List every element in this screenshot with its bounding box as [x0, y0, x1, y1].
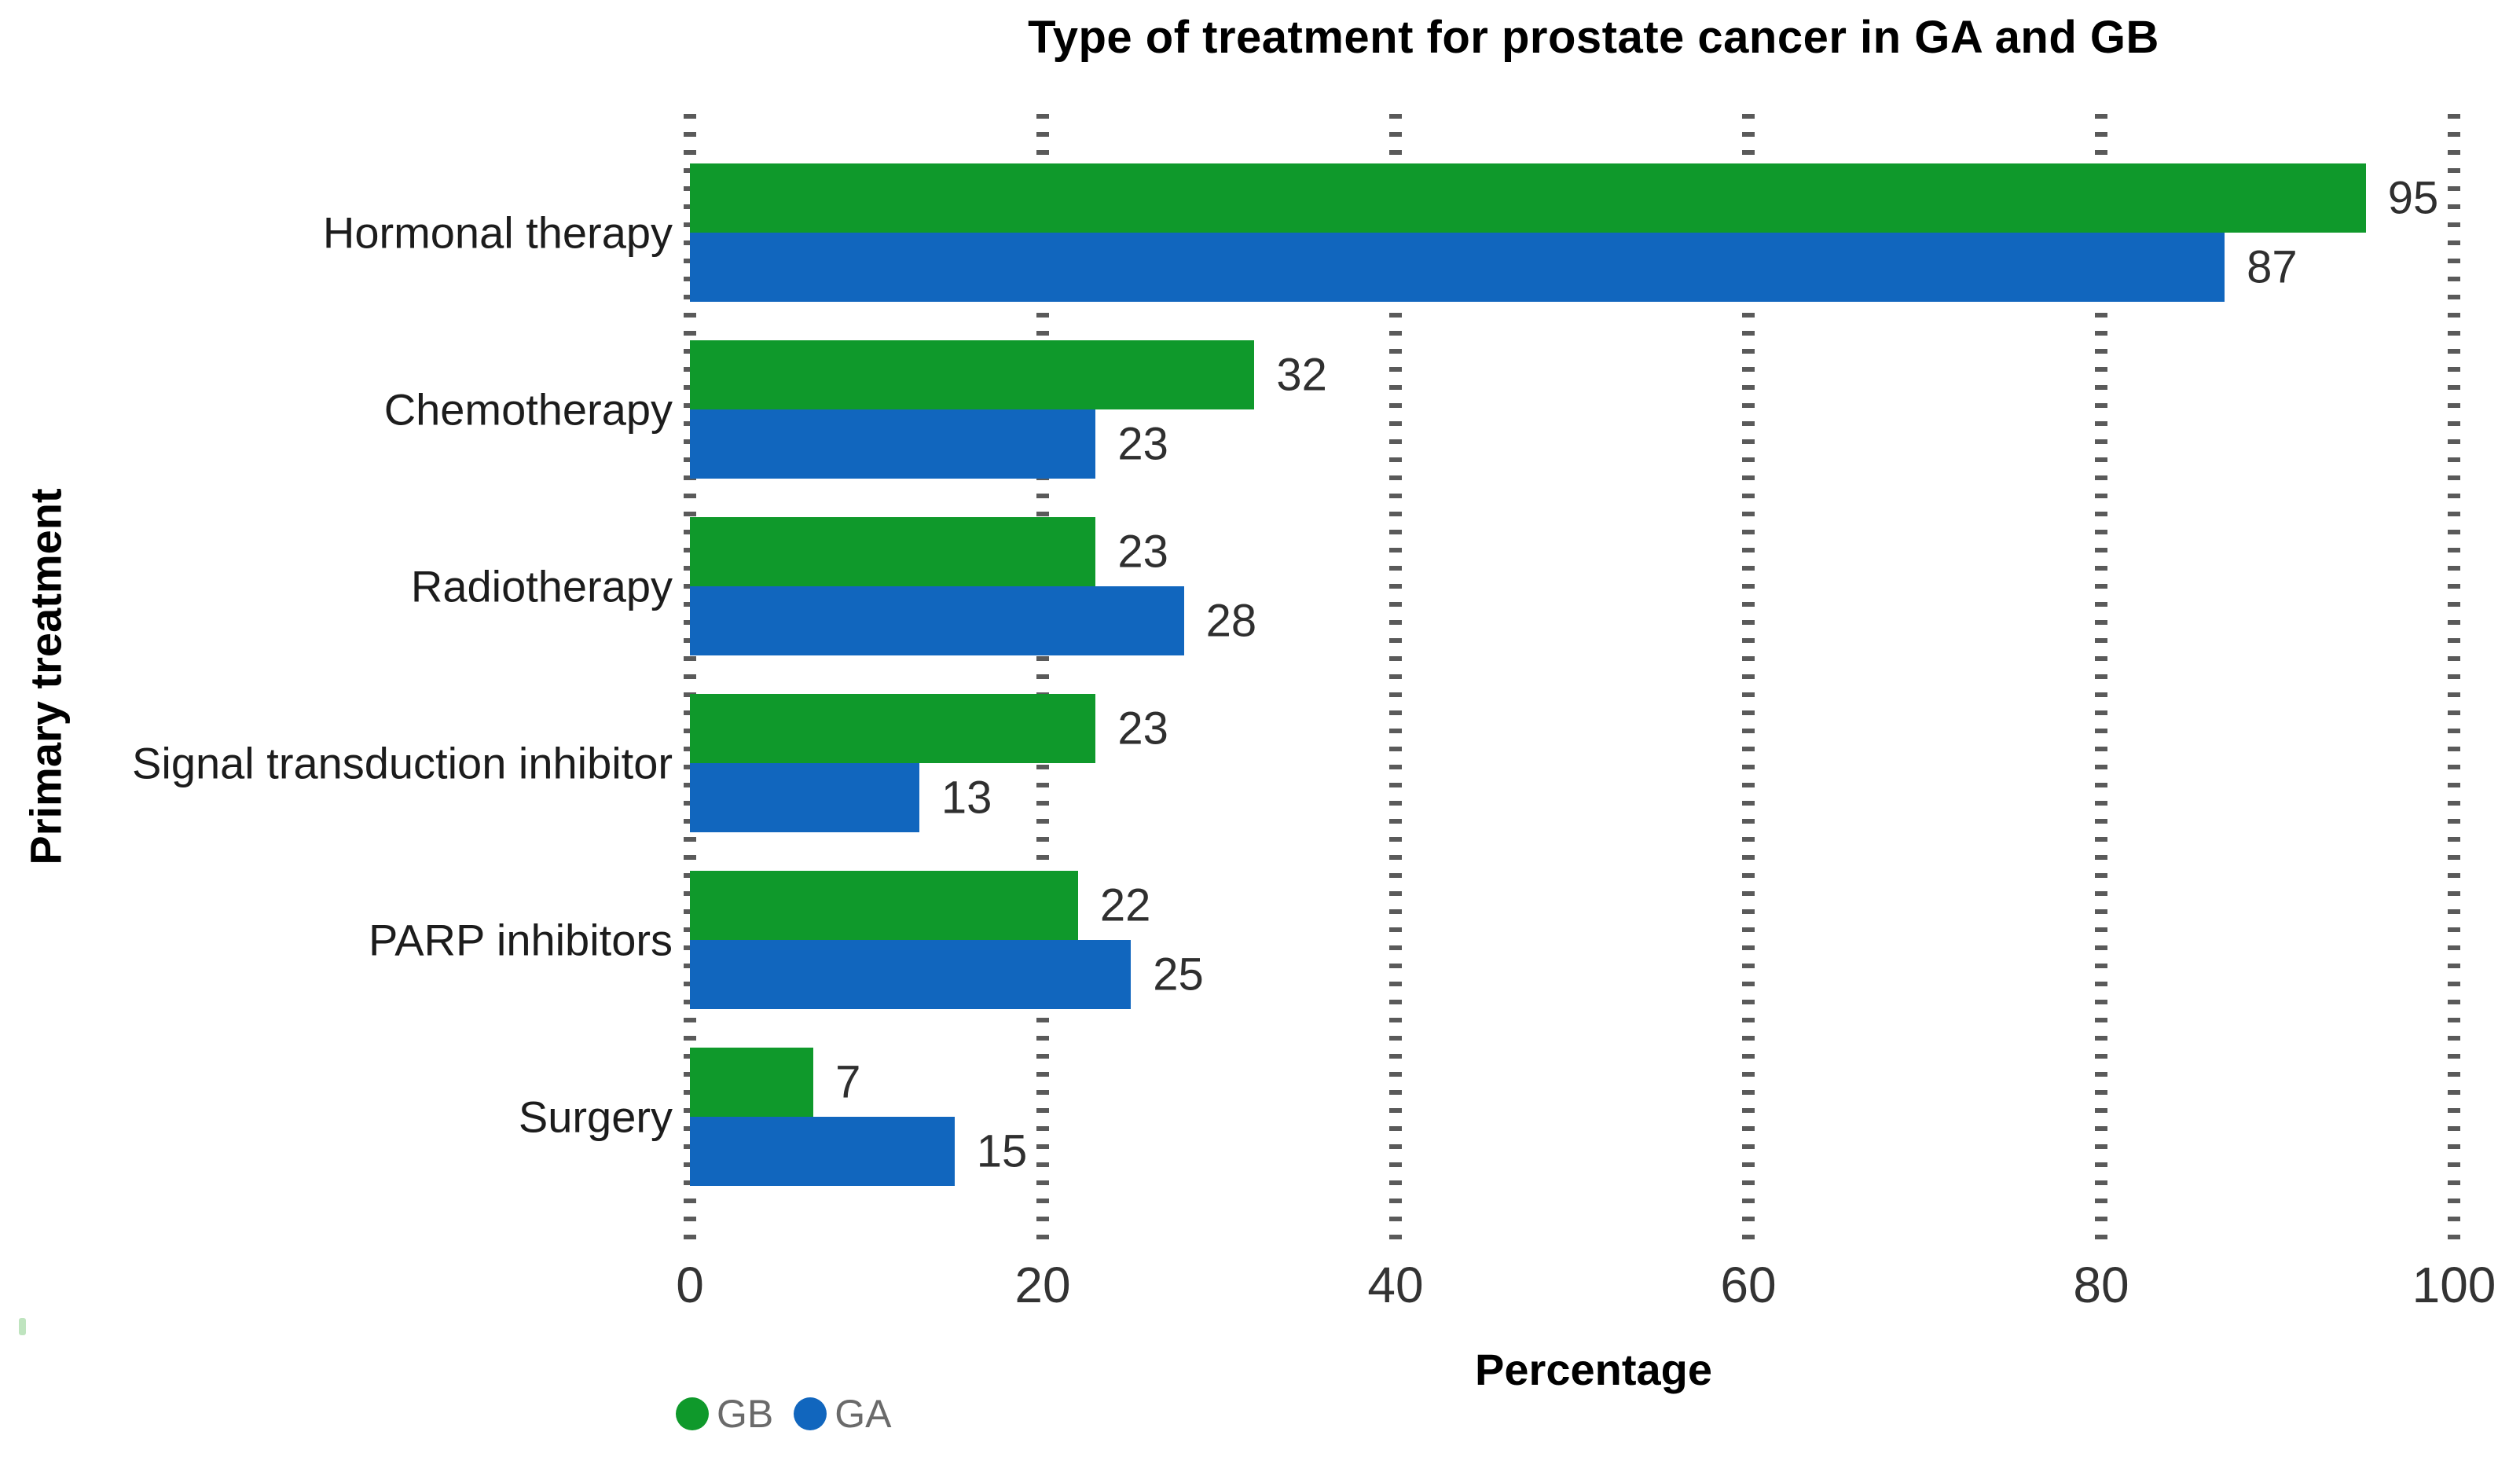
bar-value-label: 28	[1205, 595, 1257, 647]
gridline-100	[2448, 114, 2460, 1250]
x-tick-label-60: 60	[1720, 1257, 1777, 1313]
bar-value-label: 23	[1117, 526, 1168, 578]
category-label: Hormonal therapy	[322, 207, 673, 258]
legend-label: GA	[834, 1392, 892, 1436]
bar-GB[interactable]	[690, 517, 1096, 586]
legend-item-GB[interactable]: GB	[676, 1391, 773, 1437]
x-tick-label-40: 40	[1367, 1257, 1424, 1313]
bar-GA[interactable]	[690, 409, 1096, 479]
bar-GB[interactable]	[690, 871, 1078, 940]
bar-value-label: 7	[835, 1056, 861, 1108]
bar-GB[interactable]	[690, 163, 2366, 233]
legend-swatch-icon	[676, 1397, 709, 1430]
chart-title: Type of treatment for prostate cancer in…	[1028, 12, 2159, 63]
bar-value-label: 23	[1117, 418, 1168, 470]
category-label: Chemotherapy	[383, 384, 673, 435]
category-label: Radiotherapy	[410, 561, 673, 611]
category-label: Surgery	[518, 1092, 673, 1142]
bar-GA[interactable]	[690, 586, 1184, 655]
bar-GA[interactable]	[690, 1117, 955, 1186]
x-tick-label-80: 80	[2073, 1257, 2129, 1313]
bar-value-label: 32	[1276, 349, 1327, 401]
stray-mark	[19, 1318, 26, 1335]
bar-value-label: 13	[941, 772, 992, 824]
bar-value-label: 95	[2387, 172, 2439, 224]
bar-value-label: 87	[2247, 241, 2298, 293]
bar-GA[interactable]	[690, 233, 2225, 302]
bar-value-label: 25	[1153, 949, 1204, 1000]
bar-GB[interactable]	[690, 340, 1255, 409]
legend-item-GA[interactable]: GA	[794, 1391, 892, 1437]
x-axis-title: Percentage	[1475, 1345, 1712, 1394]
bar-GB[interactable]	[690, 1048, 814, 1117]
category-label: Signal transduction inhibitor	[132, 738, 673, 788]
legend: GB GA	[676, 1391, 892, 1437]
bar-GA[interactable]	[690, 940, 1132, 1009]
gridline-40	[1389, 114, 1402, 1250]
gridline-60	[1742, 114, 1755, 1250]
bar-GA[interactable]	[690, 763, 919, 832]
legend-swatch-icon	[794, 1397, 827, 1430]
bar-value-label: 22	[1099, 879, 1151, 931]
x-tick-label-0: 0	[676, 1257, 704, 1313]
bar-GB[interactable]	[690, 694, 1096, 763]
bar-value-label: 23	[1117, 703, 1168, 754]
gridline-80	[2095, 114, 2107, 1250]
x-tick-label-100: 100	[2412, 1257, 2496, 1313]
bar-value-label: 15	[976, 1125, 1028, 1177]
legend-label: GB	[717, 1392, 774, 1436]
x-tick-label-20: 20	[1014, 1257, 1071, 1313]
category-label: PARP inhibitors	[369, 915, 673, 965]
